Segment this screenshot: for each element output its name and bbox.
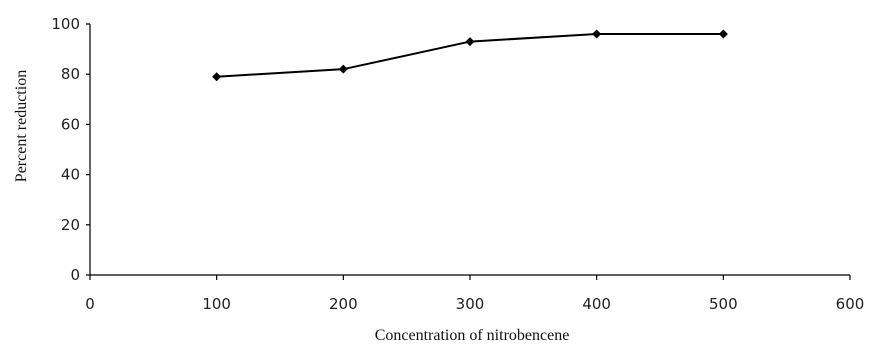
y-tick-label: 20 — [61, 216, 80, 234]
plot-area — [212, 29, 728, 82]
data-point — [592, 29, 602, 39]
x-tick-label: 300 — [456, 295, 485, 313]
x-tick-label: 100 — [202, 295, 231, 313]
x-tick-group: 0 100 200 300 400 500 600 — [85, 275, 864, 313]
y-tick-label: 60 — [61, 115, 80, 133]
x-axis: 0 100 200 300 400 500 600 — [85, 274, 864, 313]
data-point — [718, 29, 728, 39]
y-axis: 0 20 40 60 80 100 — [51, 15, 91, 284]
y-tick-label: 100 — [51, 15, 80, 33]
x-tick-label: 600 — [836, 295, 865, 313]
x-tick-label: 200 — [329, 295, 358, 313]
x-axis-title: Concentration of nitrobencene — [375, 327, 570, 344]
y-tick-label: 40 — [61, 166, 80, 184]
data-point — [212, 72, 222, 82]
y-tick-group: 0 20 40 60 80 100 — [51, 15, 90, 284]
data-point — [338, 64, 348, 74]
y-tick-label: 80 — [61, 65, 80, 83]
y-axis-title: Percent reduction — [13, 70, 30, 182]
x-tick-label: 0 — [85, 295, 95, 313]
x-tick-label: 400 — [582, 295, 611, 313]
y-tick-label: 0 — [70, 266, 80, 284]
x-tick-label: 500 — [709, 295, 738, 313]
data-point — [465, 37, 475, 47]
